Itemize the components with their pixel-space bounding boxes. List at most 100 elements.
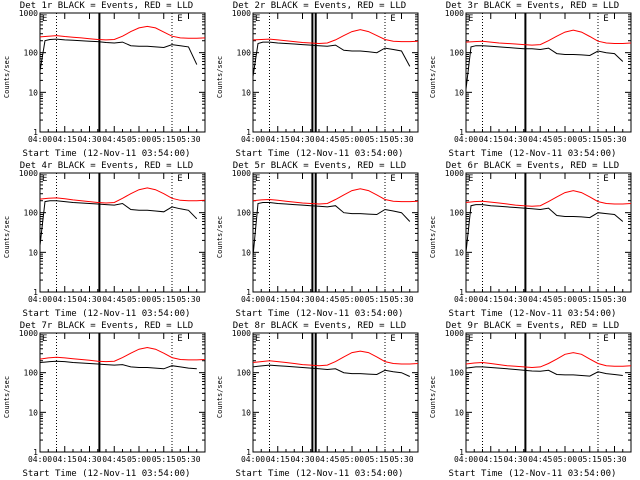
plot-svg: 1 10 100 1000 04:00 04:15 04:30 04:45 05:00 05:15… — [445, 169, 632, 304]
panel-det-1r: 1 10 100 1000 04:00 04:15 04:30 04:45 05:00 05:15… — [0, 0, 213, 160]
lld-series-line — [39, 346, 206, 363]
x-tick-label: 04:30 — [503, 295, 527, 304]
x-tick-label: 05:15 — [578, 135, 602, 144]
x-tick-label: 04:15 — [53, 135, 77, 144]
plot-svg: 1 10 100 1000 04:00 04:15 04:30 04:45 05:00 05:15… — [232, 9, 419, 144]
x-tick-label: 04:45 — [315, 455, 339, 464]
y-tick-label: 1000 — [445, 169, 464, 178]
panel-title: Det 9r BLACK = Events, RED = LLD — [445, 321, 620, 331]
x-tick-label: 05:15 — [578, 295, 602, 304]
x-tick-label: 05:15 — [152, 295, 176, 304]
y-axis-label: Counts/sec — [3, 375, 11, 419]
flag-label: E — [42, 14, 47, 24]
flag-label: E — [42, 174, 47, 184]
x-tick-label: 04:15 — [479, 135, 503, 144]
x-tick-label: 05:30 — [389, 295, 413, 304]
panel-det-5r: 1 10 100 1000 04:00 04:15 04:30 04:45 05:00 05:15… — [213, 160, 426, 320]
x-tick-label: 04:15 — [53, 295, 77, 304]
y-tick-label: 1 — [33, 128, 38, 137]
flag-label: E — [603, 334, 608, 344]
x-tick-label: 05:00 — [553, 295, 577, 304]
x-tick-label: 05:15 — [152, 135, 176, 144]
x-tick-label: 04:30 — [503, 135, 527, 144]
panel-title: Det 5r BLACK = Events, RED = LLD — [232, 161, 407, 171]
x-axis-label: Start Time (12-Nov-11 03:54:00) — [22, 469, 191, 479]
y-axis-label: Counts/sec — [3, 215, 11, 259]
panel-title: Det 1r BLACK = Events, RED = LLD — [19, 1, 194, 11]
y-axis-label: Counts/sec — [216, 55, 224, 99]
y-tick-label: 100 — [237, 209, 252, 218]
panel-title: Det 4r BLACK = Events, RED = LLD — [19, 161, 194, 171]
flag-label: E — [255, 334, 260, 344]
panel-det-2r: 1 10 100 1000 04:00 04:15 04:30 04:45 05:00 05:15… — [213, 0, 426, 160]
plot-svg: 1 10 100 1000 04:00 04:15 04:30 04:45 05:00 05:15… — [445, 9, 632, 144]
flag-label: E — [603, 14, 608, 24]
x-tick-label: 04:45 — [528, 295, 552, 304]
events-series-line — [465, 366, 623, 377]
flag-label: E — [603, 174, 608, 184]
lld-series-line — [465, 190, 632, 207]
x-tick-label: 05:15 — [578, 455, 602, 464]
y-tick-label: 1000 — [445, 9, 464, 18]
panel-det-8r: 1 10 100 1000 04:00 04:15 04:30 04:45 05:00 05:15… — [213, 320, 426, 480]
events-series-line — [465, 204, 624, 253]
y-tick-label: 1000 — [19, 329, 38, 338]
x-axis-label: Start Time (12-Nov-11 03:54:00) — [235, 149, 404, 159]
x-tick-label: 05:00 — [127, 295, 151, 304]
x-tick-label: 04:15 — [266, 135, 290, 144]
plot-frame — [465, 12, 632, 133]
y-tick-label: 100 — [24, 49, 39, 58]
x-tick-label: 04:00 — [454, 135, 478, 144]
panel-title: Det 3r BLACK = Events, RED = LLD — [445, 1, 620, 11]
panel-title: Det 2r BLACK = Events, RED = LLD — [232, 1, 407, 11]
plot-frame — [39, 332, 206, 453]
y-tick-label: 1 — [246, 128, 251, 137]
x-tick-label: 04:15 — [479, 455, 503, 464]
plot-frame — [252, 172, 419, 293]
x-tick-label: 04:45 — [102, 455, 126, 464]
x-tick-label: 04:15 — [53, 455, 77, 464]
lld-series-line — [465, 29, 632, 46]
plot-svg: 1 10 100 1000 04:00 04:15 04:30 04:45 05:00 05:15… — [232, 329, 419, 464]
y-tick-label: 10 — [454, 408, 464, 417]
events-series-line — [39, 38, 198, 71]
x-tick-label: 05:00 — [553, 455, 577, 464]
y-tick-label: 10 — [28, 88, 38, 97]
x-axis-label: Start Time (12-Nov-11 03:54:00) — [448, 309, 617, 319]
x-tick-label: 05:30 — [176, 455, 200, 464]
y-tick-label: 1000 — [19, 169, 38, 178]
y-tick-label: 1000 — [232, 169, 251, 178]
panel-det-3r: 1 10 100 1000 04:00 04:15 04:30 04:45 05:00 05:15… — [426, 0, 639, 160]
x-tick-label: 04:30 — [503, 455, 527, 464]
flag-label: E — [390, 174, 395, 184]
x-tick-label: 05:30 — [176, 135, 200, 144]
y-tick-label: 10 — [241, 88, 251, 97]
y-axis-label: Counts/sec — [429, 55, 437, 99]
events-series-line — [252, 364, 411, 377]
y-tick-label: 1000 — [445, 329, 464, 338]
y-axis-label: Counts/sec — [429, 375, 437, 419]
y-tick-label: 1000 — [232, 9, 251, 18]
flag-label: E — [468, 14, 473, 24]
y-tick-label: 1000 — [19, 9, 38, 18]
flag-label: E — [255, 174, 260, 184]
flag-label: E — [255, 14, 260, 24]
y-tick-label: 1 — [459, 448, 464, 457]
x-tick-label: 05:00 — [340, 295, 364, 304]
lld-series-line — [39, 187, 206, 204]
x-tick-label: 05:30 — [602, 135, 626, 144]
events-series-line — [252, 41, 411, 77]
events-series-line — [465, 45, 624, 90]
events-series-line — [39, 200, 198, 246]
x-tick-label: 04:00 — [454, 295, 478, 304]
flag-label: E — [177, 14, 182, 24]
lld-series-line — [252, 188, 419, 205]
y-axis-label: Counts/sec — [429, 215, 437, 259]
plot-frame — [39, 172, 206, 293]
x-tick-label: 05:15 — [365, 295, 389, 304]
x-tick-label: 05:15 — [365, 455, 389, 464]
y-tick-label: 100 — [450, 209, 465, 218]
flag-label: E — [177, 174, 182, 184]
x-tick-label: 04:30 — [290, 295, 314, 304]
